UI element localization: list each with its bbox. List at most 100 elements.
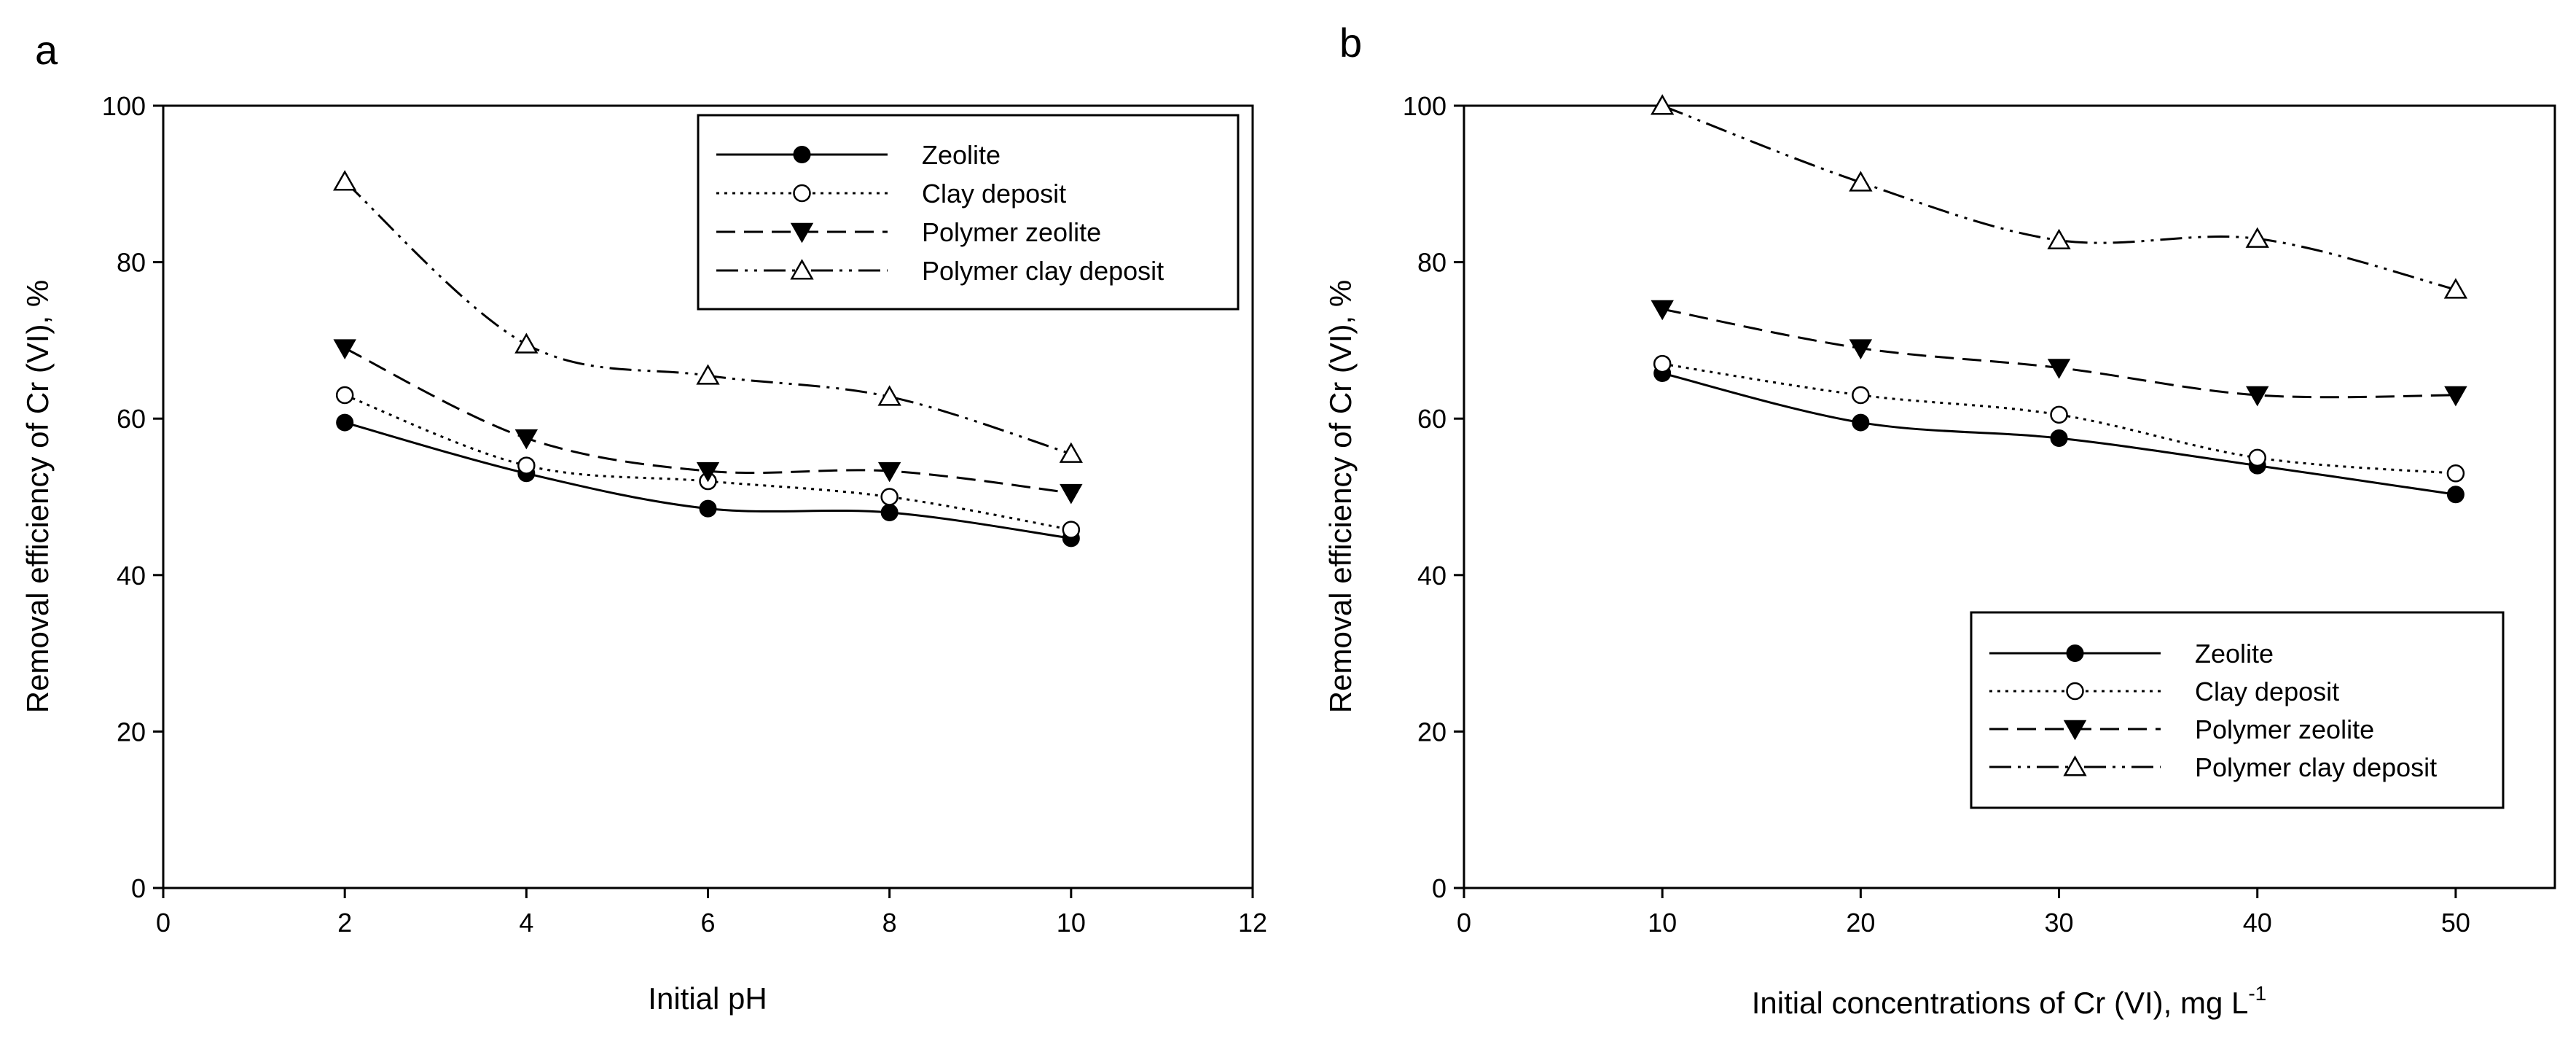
b-y-tick-label: 20: [1417, 717, 1446, 747]
panel-a-legend-box: [697, 114, 1240, 311]
a-x-tick-label: 0: [156, 908, 171, 938]
b-legend-entry: Polymer clay deposit: [1989, 752, 2437, 782]
a-legend-marker: [793, 184, 811, 203]
a-data-point-3: [1059, 442, 1083, 463]
b-data-point-1: [1653, 354, 1672, 373]
b-data-point-2: [1651, 300, 1674, 321]
a-legend-marker: [790, 259, 814, 280]
b-series-1: [1653, 354, 2465, 483]
panel-b: b 0 10 20 30 40 50 0 20 40 60 80 100 Initial conce…: [1323, 20, 2556, 1020]
a-x-tick-label: 12: [1238, 908, 1267, 938]
b-legend-label: Zeolite: [2195, 639, 2274, 669]
b-data-point-1: [2446, 464, 2465, 483]
b-data-point-1: [1852, 386, 1870, 405]
b-y-tick-label: 80: [1417, 248, 1446, 278]
panel-b-legend-box: [1970, 611, 2505, 809]
a-series-line-3: [344, 180, 1072, 455]
a-y-tick-label: 100: [102, 91, 146, 121]
panel-a-y-axis-label: Removal efficiency of Cr (VI), %: [20, 280, 55, 713]
b-data-point-2: [1849, 339, 1873, 359]
a-data-point-2: [333, 339, 356, 359]
b-y-tick-label: 100: [1403, 91, 1446, 121]
b-legend-label: Clay deposit: [2195, 677, 2339, 706]
b-data-point-2: [2047, 359, 2071, 379]
b-legend-label: Polymer clay deposit: [2195, 752, 2437, 782]
b-legend-label: Polymer zeolite: [2195, 714, 2374, 744]
a-data-point-0: [699, 499, 717, 518]
a-legend-label: Polymer clay deposit: [922, 256, 1164, 286]
panel-a-x-ticks: 0 2 4 6 8 10 12: [156, 888, 1267, 938]
a-legend-entry: Clay deposit: [716, 179, 1066, 209]
b-legend-entry: Clay deposit: [1989, 677, 2339, 706]
b-data-point-1: [2050, 405, 2068, 424]
b-data-point-3: [2047, 228, 2071, 250]
b-data-point-0: [1852, 413, 1870, 432]
panel-b-plot-frame: [1463, 104, 2556, 889]
panel-b-x-axis-label-main: Initial concentrations of Cr (VI), mg L: [1752, 986, 2249, 1020]
panel-b-label: b: [1339, 20, 1362, 66]
panel-b-x-axis-label-superscript: -1: [2248, 982, 2266, 1005]
b-x-tick-label: 50: [2441, 908, 2470, 938]
panel-b-x-axis-label: Initial concentrations of Cr (VI), mg L-…: [1752, 982, 2267, 1020]
b-y-tick-label: 60: [1417, 404, 1446, 434]
panel-a-label: a: [35, 27, 58, 73]
b-x-tick-label: 20: [1846, 908, 1875, 938]
b-data-point-3: [1849, 171, 1873, 192]
b-legend-marker: [2063, 720, 2087, 741]
b-data-point-0: [2446, 486, 2465, 504]
b-series-2: [1651, 300, 2467, 407]
a-data-point-3: [877, 385, 901, 406]
a-y-tick-label: 0: [131, 873, 146, 903]
a-data-point-2: [877, 461, 901, 483]
b-series-line-3: [1661, 104, 2456, 291]
a-x-tick-label: 8: [882, 908, 897, 938]
a-legend-entry: Polymer clay deposit: [716, 256, 1164, 286]
panel-a: a 0 2 4 6 8 10 12 0 20 40 60 80 100 Initial pH Remo…: [20, 27, 1267, 1016]
a-data-point-3: [514, 332, 539, 354]
b-x-tick-label: 40: [2243, 908, 2272, 938]
b-y-tick-label: 40: [1417, 561, 1446, 591]
b-y-tick-label: 0: [1432, 873, 1446, 903]
a-data-point-1: [517, 456, 536, 475]
a-legend-marker: [790, 222, 814, 244]
a-x-tick-label: 4: [519, 908, 533, 938]
b-legend-marker: [2066, 682, 2084, 701]
a-series-0: [336, 413, 1080, 548]
panel-b-y-axis-label: Removal efficiency of Cr (VI), %: [1323, 280, 1358, 713]
b-data-point-1: [2248, 448, 2266, 467]
a-data-point-2: [1060, 483, 1083, 505]
a-x-tick-label: 2: [337, 908, 352, 938]
a-data-point-1: [880, 488, 899, 506]
a-data-point-1: [1062, 521, 1081, 539]
a-legend-entry: Zeolite: [716, 140, 1001, 170]
a-data-point-0: [880, 503, 899, 521]
a-x-tick-label: 10: [1057, 908, 1086, 938]
b-legend-entry: Polymer zeolite: [1989, 714, 2374, 744]
b-legend-marker: [2063, 755, 2087, 776]
b-x-tick-label: 0: [1457, 908, 1471, 938]
a-y-tick-label: 80: [117, 248, 146, 278]
a-legend-entry: Polymer zeolite: [716, 217, 1101, 247]
a-data-point-1: [335, 386, 354, 405]
a-legend-label: Polymer zeolite: [922, 217, 1101, 247]
b-x-tick-label: 30: [2045, 908, 2074, 938]
b-data-point-3: [1651, 94, 1675, 115]
a-legend-marker: [793, 146, 811, 163]
a-series-2: [333, 339, 1083, 505]
panel-b-y-ticks: 0 20 40 60 80 100: [1403, 91, 1464, 903]
panel-b-x-ticks: 0 10 20 30 40 50: [1457, 888, 2470, 938]
a-data-point-3: [696, 364, 720, 385]
b-data-point-2: [2444, 386, 2467, 407]
b-data-point-3: [2443, 278, 2468, 299]
a-series-3: [333, 170, 1083, 463]
b-series-3: [1651, 94, 2468, 299]
b-series-0: [1653, 364, 2465, 504]
b-data-point-3: [2245, 227, 2269, 248]
panel-a-legend: Zeolite Clay deposit Polymer zeolite Polyme…: [697, 114, 1240, 311]
panel-a-series: [333, 170, 1083, 548]
a-legend-label: Clay deposit: [922, 179, 1066, 209]
a-data-point-0: [336, 413, 354, 432]
b-legend-entry: Zeolite: [1989, 639, 2274, 669]
b-x-tick-label: 10: [1648, 908, 1677, 938]
b-legend-marker: [2066, 644, 2084, 662]
